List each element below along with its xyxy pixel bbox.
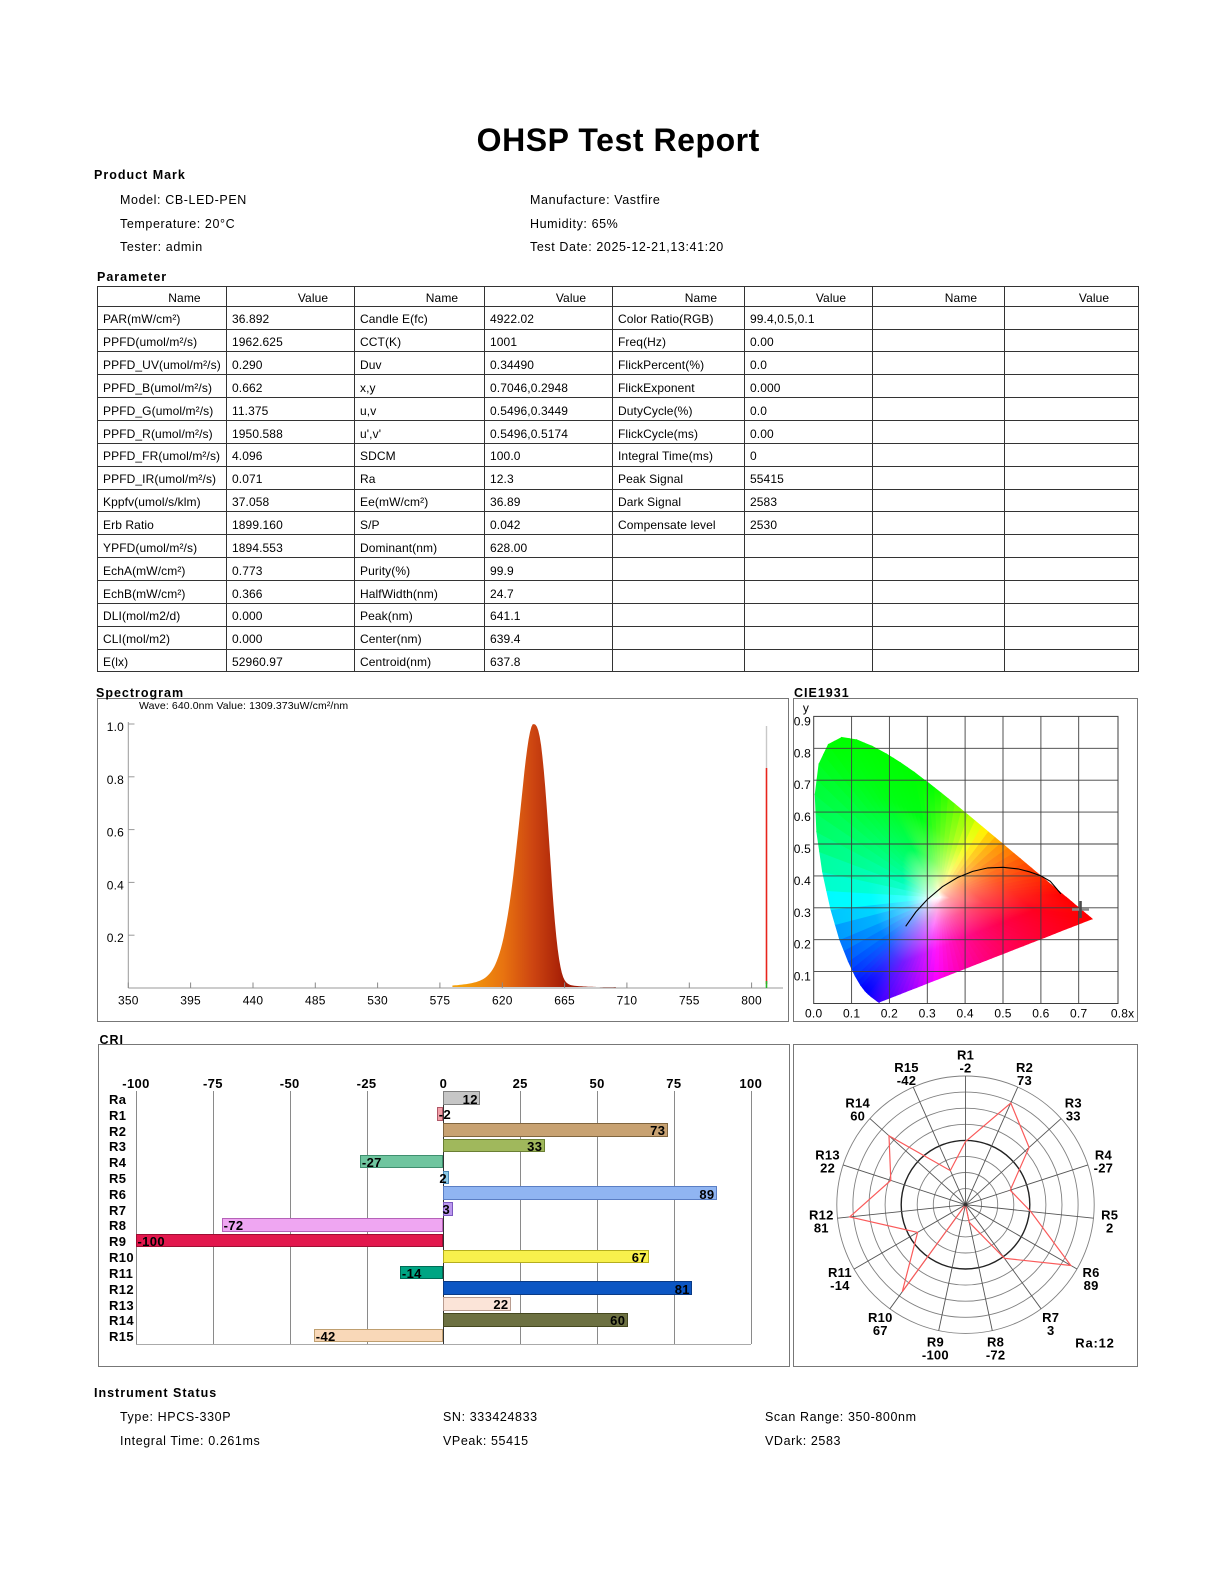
svg-text:0.6: 0.6 (1032, 1007, 1049, 1021)
svg-text:0.4: 0.4 (794, 874, 811, 888)
svg-text:440: 440 (243, 994, 264, 1008)
svg-text:0.2: 0.2 (107, 931, 124, 945)
svg-text:R7: R7 (1042, 1310, 1059, 1325)
svg-text:R6: R6 (1083, 1265, 1100, 1280)
svg-text:R11: R11 (828, 1265, 852, 1280)
svg-text:-72: -72 (986, 1347, 1006, 1362)
svg-text:0.3: 0.3 (919, 1007, 936, 1021)
svg-text:R3: R3 (1065, 1096, 1082, 1111)
svg-text:0.4: 0.4 (956, 1007, 973, 1021)
svg-text:73: 73 (1017, 1073, 1032, 1088)
svg-text:710: 710 (617, 994, 638, 1008)
svg-text:R12: R12 (809, 1208, 834, 1223)
svg-text:0.2: 0.2 (794, 938, 811, 952)
svg-text:y: y (803, 701, 809, 715)
svg-text:0.7: 0.7 (794, 778, 811, 792)
svg-text:0.6: 0.6 (107, 826, 124, 840)
svg-text:800: 800 (741, 994, 762, 1008)
svg-text:R2: R2 (1016, 1060, 1033, 1075)
svg-text:R9: R9 (927, 1334, 944, 1349)
svg-text:R15: R15 (894, 1060, 919, 1075)
svg-text:R13: R13 (815, 1148, 840, 1163)
svg-text:R5: R5 (1101, 1208, 1118, 1223)
svg-text:575: 575 (430, 994, 451, 1008)
svg-text:-27: -27 (1094, 1161, 1114, 1176)
svg-text:0.1: 0.1 (843, 1007, 860, 1021)
svg-text:0.4: 0.4 (107, 878, 124, 892)
svg-text:1.0: 1.0 (107, 720, 124, 734)
svg-text:81: 81 (814, 1221, 829, 1236)
svg-text:395: 395 (180, 994, 201, 1008)
svg-text:0.3: 0.3 (794, 906, 811, 920)
svg-text:60: 60 (850, 1109, 865, 1124)
svg-text:33: 33 (1066, 1109, 1081, 1124)
svg-text:0.5: 0.5 (994, 1007, 1011, 1021)
svg-text:0.9: 0.9 (794, 714, 811, 728)
svg-text:R1: R1 (957, 1048, 974, 1063)
svg-text:620: 620 (492, 994, 513, 1008)
svg-text:-14: -14 (830, 1278, 850, 1293)
svg-text:R4: R4 (1095, 1148, 1113, 1163)
svg-text:0.6: 0.6 (794, 810, 811, 824)
svg-text:3: 3 (1047, 1323, 1054, 1338)
svg-text:0.8: 0.8 (794, 746, 811, 760)
svg-text:530: 530 (367, 994, 388, 1008)
svg-text:0.7: 0.7 (1070, 1007, 1087, 1021)
svg-text:R14: R14 (845, 1096, 870, 1111)
svg-text:350: 350 (118, 994, 139, 1008)
svg-text:0.8: 0.8 (107, 773, 124, 787)
svg-text:665: 665 (554, 994, 575, 1008)
svg-text:-100: -100 (922, 1347, 949, 1362)
svg-text:755: 755 (679, 994, 700, 1008)
svg-text:-42: -42 (897, 1073, 917, 1088)
svg-text:89: 89 (1084, 1278, 1099, 1293)
svg-text:0.2: 0.2 (881, 1007, 898, 1021)
svg-text:0.0: 0.0 (805, 1007, 822, 1021)
svg-text:2: 2 (1106, 1221, 1113, 1236)
svg-text:67: 67 (873, 1323, 888, 1338)
svg-text:22: 22 (820, 1161, 835, 1176)
svg-text:0.8x: 0.8x (1111, 1007, 1134, 1021)
svg-text:R10: R10 (868, 1310, 893, 1325)
svg-text:R8: R8 (987, 1334, 1004, 1349)
svg-text:-2: -2 (959, 1061, 971, 1076)
svg-text:0.1: 0.1 (794, 970, 811, 984)
svg-text:0.5: 0.5 (794, 842, 811, 856)
svg-text:Ra:12: Ra:12 (1075, 1335, 1114, 1350)
svg-text:485: 485 (305, 994, 326, 1008)
